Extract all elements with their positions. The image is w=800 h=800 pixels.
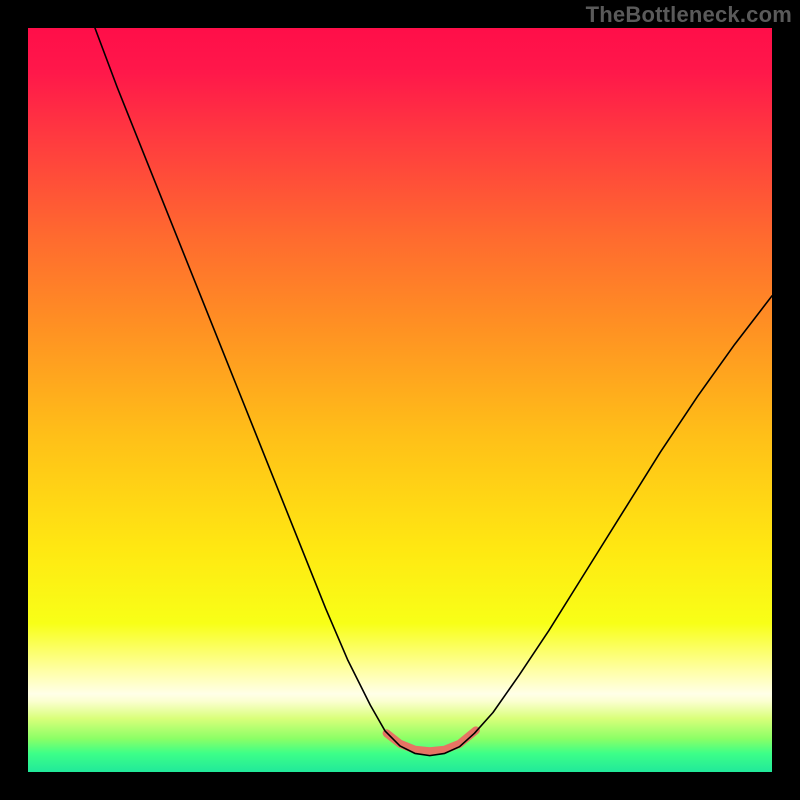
bottleneck-curve: [95, 28, 772, 756]
watermark-text: TheBottleneck.com: [586, 2, 792, 28]
highlight-segment: [387, 730, 476, 751]
plot-area: [28, 28, 772, 772]
chart-frame: TheBottleneck.com: [0, 0, 800, 800]
curve-layer: [28, 28, 772, 772]
